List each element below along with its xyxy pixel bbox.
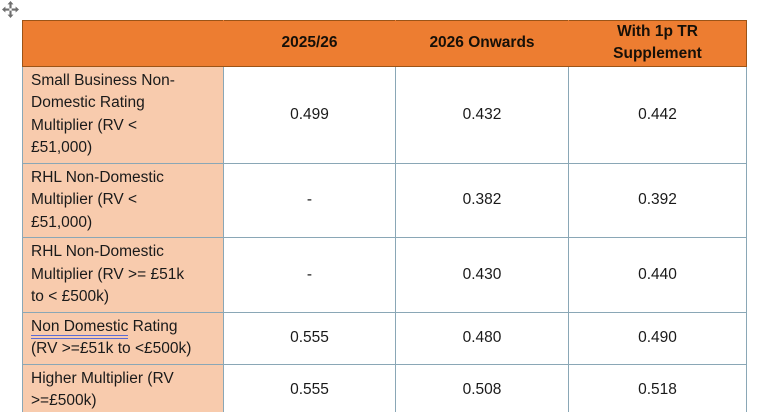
table-row-rhl-multiplier-small: RHL Non-Domestic Multiplier (RV < £51,00… <box>22 162 747 239</box>
table-row-higher-multiplier: Higher Multiplier (RV >=£500k) 0.555 0.5… <box>22 363 747 412</box>
value-cell[interactable]: - <box>223 162 396 239</box>
grammar-underlined-text: Non Domestic <box>31 317 129 339</box>
header-cell-2026-onwards[interactable]: 2026 Onwards <box>395 20 569 67</box>
value-cell[interactable]: - <box>223 237 396 313</box>
row-label-cell[interactable]: RHL Non-Domestic Multiplier (RV >= £51k … <box>22 237 224 313</box>
value-cell[interactable]: 0.480 <box>395 311 569 365</box>
value-cell[interactable]: 0.382 <box>395 162 569 239</box>
value-cell[interactable]: 0.555 <box>223 311 396 365</box>
row-label-cell[interactable]: Small Business Non-Domestic Rating Multi… <box>22 65 224 164</box>
header-label: With 1p TR Supplement <box>613 23 702 63</box>
row-label-rest: Rating (RV >=£51k to <£500k) <box>31 317 192 358</box>
value-cell[interactable]: 0.432 <box>395 65 569 164</box>
value-cell[interactable]: 0.442 <box>568 65 747 164</box>
header-cell-empty[interactable] <box>22 20 224 67</box>
value-cell[interactable]: 0.392 <box>568 162 747 239</box>
row-label-cell[interactable]: RHL Non-Domestic Multiplier (RV < £51,00… <box>22 162 224 239</box>
value-cell[interactable]: 0.499 <box>223 65 396 164</box>
value-cell[interactable]: 0.555 <box>223 363 396 412</box>
value-cell[interactable]: 0.440 <box>568 237 747 313</box>
value-cell[interactable]: 0.430 <box>395 237 569 313</box>
table-row-non-domestic-rating: Non Domestic Rating (RV >=£51k to <£500k… <box>22 311 747 365</box>
table-row-rhl-multiplier-large: RHL Non-Domestic Multiplier (RV >= £51k … <box>22 237 747 313</box>
value-cell[interactable]: 0.518 <box>568 363 747 412</box>
row-label-cell[interactable]: Higher Multiplier (RV >=£500k) <box>22 363 224 412</box>
move-cursor-icon <box>2 1 19 18</box>
header-cell-with-1p-tr-supplement[interactable]: With 1p TR Supplement <box>568 20 747 67</box>
table-row-small-business-multiplier: Small Business Non-Domestic Rating Multi… <box>22 65 747 164</box>
header-row: 2025/26 2026 Onwards With 1p TR Suppleme… <box>22 20 747 67</box>
value-cell[interactable]: 0.490 <box>568 311 747 365</box>
multipliers-table: 2025/26 2026 Onwards With 1p TR Suppleme… <box>22 20 747 412</box>
header-cell-2025-26[interactable]: 2025/26 <box>223 20 396 67</box>
value-cell[interactable]: 0.508 <box>395 363 569 412</box>
row-label-cell[interactable]: Non Domestic Rating (RV >=£51k to <£500k… <box>22 311 224 365</box>
